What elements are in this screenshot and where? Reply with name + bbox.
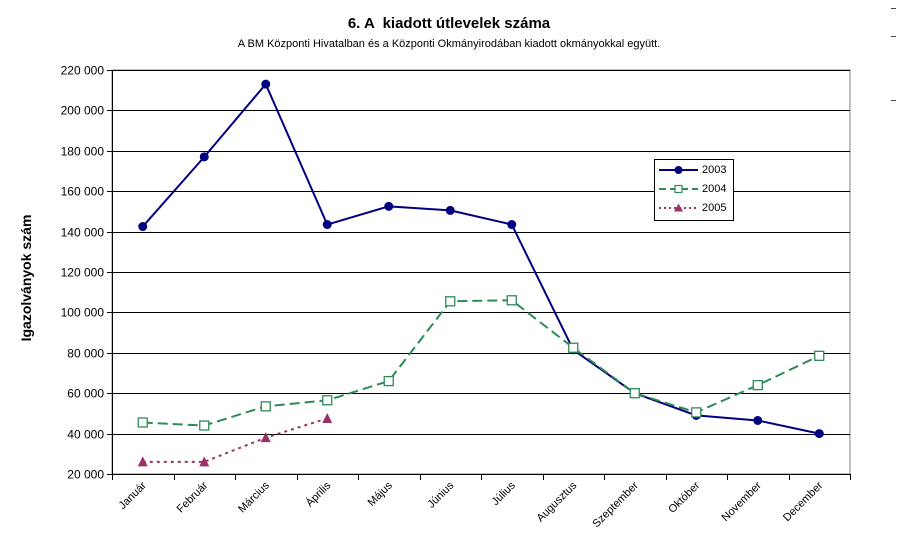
y-tick-label: 40 000 [67,428,104,442]
data-point-2004 [383,375,394,387]
data-point-2003 [261,79,271,89]
data-point-2004 [752,379,763,391]
data-point-2004 [445,296,456,307]
chart-subtitle: A BM Központi Hivatalban és a Központi O… [237,38,661,50]
data-point-2004 [814,350,825,361]
x-tick-label: Április [303,479,334,510]
edge-mark [891,100,896,101]
x-tick-label: Június [425,479,456,510]
legend-label-2005: 2005 [702,202,727,214]
y-tick-label: 200 000 [61,104,105,118]
legend-item-2004: 2004 [655,181,735,199]
series-line-2004 [142,299,820,427]
y-tick-label: 160 000 [61,185,105,199]
x-tick-label: Május [366,479,396,509]
legend-swatch-2003 [659,166,698,174]
data-point-2004 [260,401,271,412]
data-point-2004 [137,417,148,428]
legend-label-2003: 2003 [702,164,727,176]
data-point-2005 [322,412,333,423]
data-point-2004 [629,388,640,399]
x-tick-label: Július [489,479,518,508]
x-tick-label: Március [236,479,272,515]
chart-title: 6. A kiadott útlevelek száma [347,15,551,32]
x-tick-label: December [781,479,826,524]
data-point-2003 [753,415,763,425]
x-tick-label: Augusztus [535,479,580,524]
y-tick-label: 20 000 [67,468,104,482]
x-tick-label: Október [666,479,702,515]
data-point-2005 [199,456,210,467]
y-tick-label: 220 000 [61,64,105,78]
y-tick-label: 120 000 [61,266,105,280]
chart-legend: 2003 2004 2005 [654,159,734,221]
edge-mark [891,36,896,37]
data-point-2004 [322,395,333,406]
data-point-2003 [384,201,394,211]
data-point-2003 [814,429,824,439]
y-tick-label: 140 000 [61,226,105,240]
data-point-2005 [260,432,271,443]
data-point-2004 [506,295,517,306]
x-tick-label: November [720,479,765,524]
y-tick-label: 60 000 [67,387,104,401]
legend-item-2003: 2003 [655,162,735,180]
data-point-2003 [199,152,209,162]
x-tick-label: Szeptember [590,479,641,530]
data-point-2003 [322,220,332,230]
y-tick-label: 100 000 [61,306,105,320]
y-tick-label: 80 000 [67,347,104,361]
x-tick-label: Január [117,479,150,512]
series-line-2005 [142,417,328,463]
data-point-2003 [138,222,148,232]
legend-label-2004: 2004 [702,183,727,195]
x-tick-label: Február [175,479,211,515]
series-line-2003 [142,83,820,435]
data-point-2004 [691,407,702,418]
y-tick-label: 180 000 [61,145,105,159]
data-point-2004 [568,342,579,353]
edge-mark [891,8,896,9]
data-point-2005 [137,456,148,467]
legend-item-2005: 2005 [655,200,735,218]
data-point-2003 [507,220,517,230]
data-point-2003 [445,205,455,215]
legend-swatch-2004 [659,184,698,194]
legend-swatch-2005 [659,203,698,212]
data-point-2004 [199,420,210,431]
